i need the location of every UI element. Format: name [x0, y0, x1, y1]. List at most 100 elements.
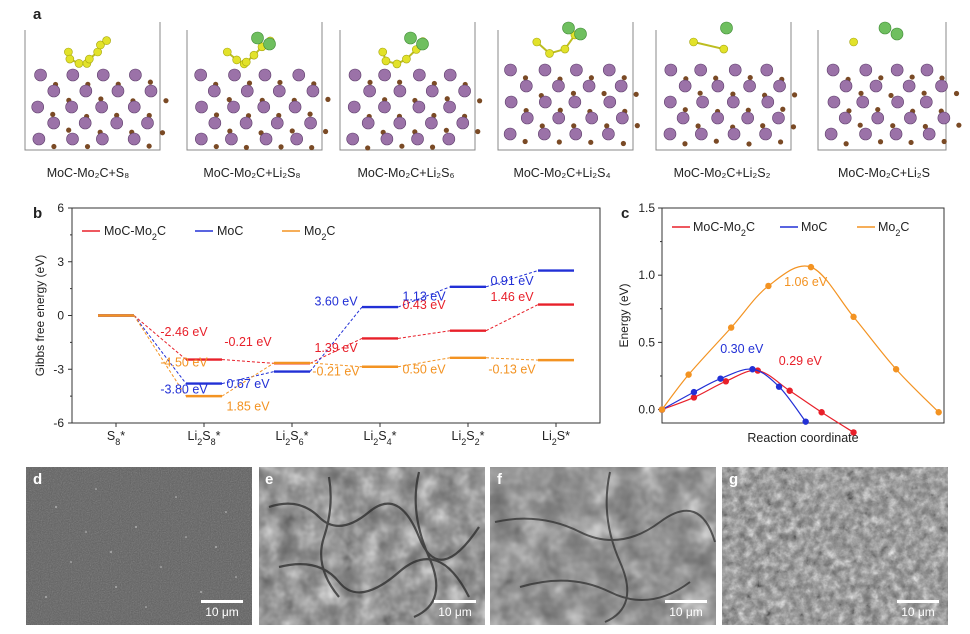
c-atom: [243, 144, 250, 151]
s-atom: [689, 37, 698, 47]
c-atom: [213, 143, 219, 150]
panel-b-letter: b: [33, 205, 43, 222]
c-atom: [877, 139, 884, 145]
legend-label: MoC: [801, 220, 827, 234]
sem-image-f: [490, 467, 716, 625]
mo-atom: [552, 111, 566, 125]
mo-atom: [743, 79, 756, 93]
mo-atom: [869, 79, 883, 93]
x-tick-label: S8*: [107, 429, 125, 447]
mo-atom: [110, 116, 124, 130]
barrier-label: 0.29 eV: [779, 354, 823, 368]
mo-atom: [919, 95, 933, 109]
c-atom: [777, 139, 784, 145]
c-atom: [730, 91, 736, 97]
mo-atom: [458, 84, 471, 98]
scale-bar-f: 10 μm: [665, 600, 707, 619]
mo-atom: [614, 79, 628, 93]
mo-atom: [922, 127, 936, 141]
c-atom: [588, 139, 594, 145]
mo-atom: [96, 68, 110, 82]
connector: [221, 371, 275, 385]
c-atom: [601, 90, 607, 97]
structure-label-3: MoC-Mo₂C+Li₂S₆: [357, 166, 455, 180]
c-atom: [695, 123, 701, 129]
mo-atom: [456, 116, 470, 130]
mo-atom: [411, 132, 424, 146]
data-point: [892, 366, 900, 373]
mo-atom: [871, 111, 885, 125]
c-atom: [621, 75, 627, 81]
mo-atom: [79, 84, 93, 98]
structure-label-5: MoC-Mo₂C+Li₂S₂: [673, 166, 771, 180]
mo-atom: [663, 127, 677, 141]
s-atom: [532, 37, 542, 47]
c-atom: [745, 107, 751, 113]
mo-atom: [570, 63, 583, 77]
panel-d-letter: d: [33, 471, 43, 488]
connector: [485, 357, 539, 361]
mo-atom: [838, 111, 852, 125]
data-point: [717, 375, 724, 382]
li-atom: [878, 21, 892, 35]
c-atom: [890, 123, 896, 129]
mo-atom: [603, 95, 617, 109]
series-1: [98, 269, 574, 385]
li-atom: [404, 31, 417, 45]
mo-atom: [141, 116, 154, 130]
cell-boundary: [339, 22, 476, 151]
step-energy-label: -3.80 eV: [160, 382, 208, 396]
c-atom: [634, 123, 640, 129]
structure-4: [497, 21, 640, 151]
s-atom: [560, 44, 570, 54]
mo-atom: [347, 100, 361, 114]
mo-atom: [602, 63, 616, 77]
data-point: [775, 383, 783, 390]
mo-atom: [240, 84, 254, 98]
panel-e-letter: e: [265, 471, 274, 488]
c-atom: [50, 111, 56, 118]
c-atom: [246, 80, 253, 86]
mo-atom: [361, 116, 375, 130]
scale-bar-f-label: 10 μm: [669, 605, 703, 619]
mo-atom: [292, 68, 306, 82]
structure-label-4: MoC-Mo₂C+Li₂S₄: [513, 166, 611, 180]
mo-atom: [678, 79, 692, 93]
mo-atom: [259, 132, 273, 146]
c-atom: [846, 108, 852, 114]
mo-atom: [425, 84, 439, 98]
y-tick-label: 0.5: [638, 335, 655, 349]
mo-atom: [904, 111, 917, 125]
c-atom: [227, 128, 233, 134]
sem-texture-e: [259, 467, 485, 625]
c-atom: [98, 96, 104, 102]
mo-atom: [760, 63, 774, 77]
legend-label: Mo2C: [304, 224, 335, 242]
structure-images: [24, 21, 962, 151]
sem-texture-f: [490, 467, 716, 625]
mo-atom: [920, 63, 934, 77]
mo-atom: [442, 132, 456, 146]
plot-frame: [661, 207, 945, 424]
c-atom: [878, 75, 884, 81]
mo-atom: [520, 79, 533, 93]
y-axis-label: Gibbs free energy (eV): [33, 255, 47, 376]
mo-atom: [195, 132, 208, 146]
s-atom: [402, 54, 411, 64]
data-point: [727, 324, 735, 331]
structure-1: [24, 22, 169, 151]
mo-atom: [96, 132, 109, 146]
mo-atom: [824, 127, 838, 141]
data-point: [690, 388, 698, 396]
c-atom: [147, 79, 153, 85]
scale-bar-d: 10 μm: [201, 600, 243, 619]
mo-atom: [859, 127, 872, 141]
s-atom: [545, 49, 554, 58]
connector: [397, 357, 451, 368]
sem-texture-g: [722, 467, 948, 625]
y-tick-label: -3: [53, 362, 64, 376]
mo-atom: [890, 63, 904, 77]
mo-atom: [664, 95, 677, 109]
mo-atom: [208, 116, 222, 130]
panel-c-letter: c: [621, 205, 630, 222]
